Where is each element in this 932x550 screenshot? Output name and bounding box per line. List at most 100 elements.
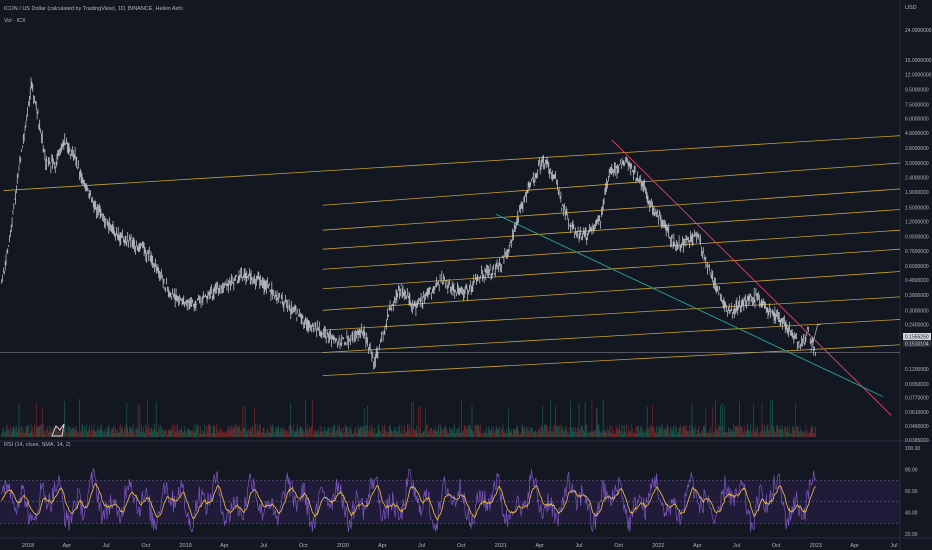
- volume-bar: [725, 431, 726, 437]
- channel-line: [322, 296, 901, 331]
- volume-bar: [321, 427, 323, 437]
- volume-bar: [286, 429, 287, 437]
- volume-bar: [56, 428, 58, 437]
- volume-bar: [605, 431, 607, 437]
- volume-bar: [154, 424, 155, 437]
- volume-bar: [623, 433, 625, 437]
- volume-bar: [97, 426, 98, 437]
- volume-bar: [4, 432, 5, 437]
- volume-bar: [262, 428, 264, 437]
- price-tick-label: 12.0000000: [905, 72, 932, 78]
- volume-bar: [467, 428, 468, 437]
- volume-bar: [172, 424, 173, 437]
- volume-bar: [524, 426, 525, 437]
- volume-bar: [517, 426, 519, 437]
- volume-bar: [779, 429, 781, 437]
- volume-bar: [354, 429, 355, 437]
- volume-bar: [652, 404, 653, 437]
- price-tick-label: 0.9500000: [905, 235, 929, 241]
- rsi-label: RSI (14, close, SMA, 14, 2): [4, 442, 71, 448]
- volume-bar: [522, 426, 524, 437]
- volume-bar: [700, 432, 701, 437]
- volume-bar: [740, 426, 741, 437]
- volume-bar: [4, 431, 6, 437]
- volume-bar: [719, 425, 720, 437]
- volume-bar: [273, 427, 274, 437]
- volume-bar: [447, 433, 449, 437]
- volume-bar: [593, 430, 594, 437]
- volume-bar: [337, 428, 339, 437]
- volume-bar: [39, 426, 40, 437]
- volume-bar: [18, 403, 20, 437]
- volume-bar: [632, 428, 633, 437]
- volume-bar: [790, 433, 792, 437]
- volume-bar: [360, 426, 361, 437]
- volume-bar: [446, 429, 448, 437]
- volume-bar: [162, 433, 164, 437]
- volume-bar: [642, 428, 644, 437]
- volume-bar: [249, 427, 251, 437]
- volume-bar: [106, 431, 108, 437]
- volume-bars: [1, 399, 816, 437]
- volume-bar: [164, 431, 166, 437]
- volume-bar: [596, 407, 598, 437]
- volume-bar: [109, 427, 110, 437]
- volume-bar: [320, 432, 322, 437]
- volume-bar: [664, 426, 666, 437]
- volume-bar: [317, 431, 318, 437]
- volume-bar: [684, 426, 686, 437]
- volume-bar: [51, 431, 53, 437]
- volume-bar: [10, 432, 12, 437]
- price-tick-label: 0.0490000: [905, 424, 929, 430]
- volume-bar: [181, 428, 183, 437]
- volume-bar: [356, 432, 357, 437]
- channel-line: [322, 344, 901, 377]
- volume-bar: [721, 426, 722, 437]
- volume-bar: [697, 429, 699, 437]
- volume-bar: [610, 424, 612, 437]
- volume-bar: [740, 427, 742, 437]
- volume-bar: [668, 428, 670, 437]
- volume-bar: [649, 432, 651, 437]
- volume-bar: [704, 427, 706, 437]
- volume-bar: [540, 426, 542, 437]
- volume-bar: [787, 427, 789, 437]
- volume-bar: [754, 427, 756, 437]
- volume-bar: [785, 431, 787, 437]
- volume-bar: [294, 430, 296, 437]
- volume-bar: [117, 433, 119, 437]
- price-tick-label: 0.0395000: [905, 438, 929, 444]
- volume-bar: [625, 431, 626, 437]
- volume-bar: [764, 424, 765, 437]
- volume-bar: [248, 428, 249, 437]
- volume-bar: [483, 433, 485, 437]
- volume-bar: [800, 428, 802, 437]
- channel-line: [322, 188, 901, 231]
- volume-bar: [54, 430, 56, 437]
- volume-bar: [567, 431, 569, 437]
- volume-bar: [504, 431, 506, 437]
- volume-bar: [709, 428, 710, 437]
- volume-bar: [795, 403, 796, 437]
- volume-bar: [629, 429, 631, 437]
- volume-bar: [375, 433, 377, 437]
- volume-bar: [582, 426, 583, 437]
- volume-bar: [746, 424, 748, 437]
- volume-bar: [297, 424, 298, 437]
- volume-bar: [783, 431, 784, 437]
- volume-bar: [313, 429, 315, 437]
- volume-bar: [640, 425, 642, 437]
- volume-bar: [707, 432, 708, 437]
- volume-bar: [311, 426, 312, 437]
- volume-bar: [679, 426, 681, 437]
- volume-bar: [127, 427, 129, 437]
- volume-bar: [400, 425, 402, 437]
- volume-bar: [425, 408, 426, 437]
- channel-lines: [0, 135, 901, 416]
- volume-bar: [361, 426, 362, 437]
- volume-bar: [155, 430, 156, 437]
- volume-bar: [30, 424, 32, 437]
- volume-bar: [746, 430, 747, 437]
- volume-bar: [49, 432, 51, 437]
